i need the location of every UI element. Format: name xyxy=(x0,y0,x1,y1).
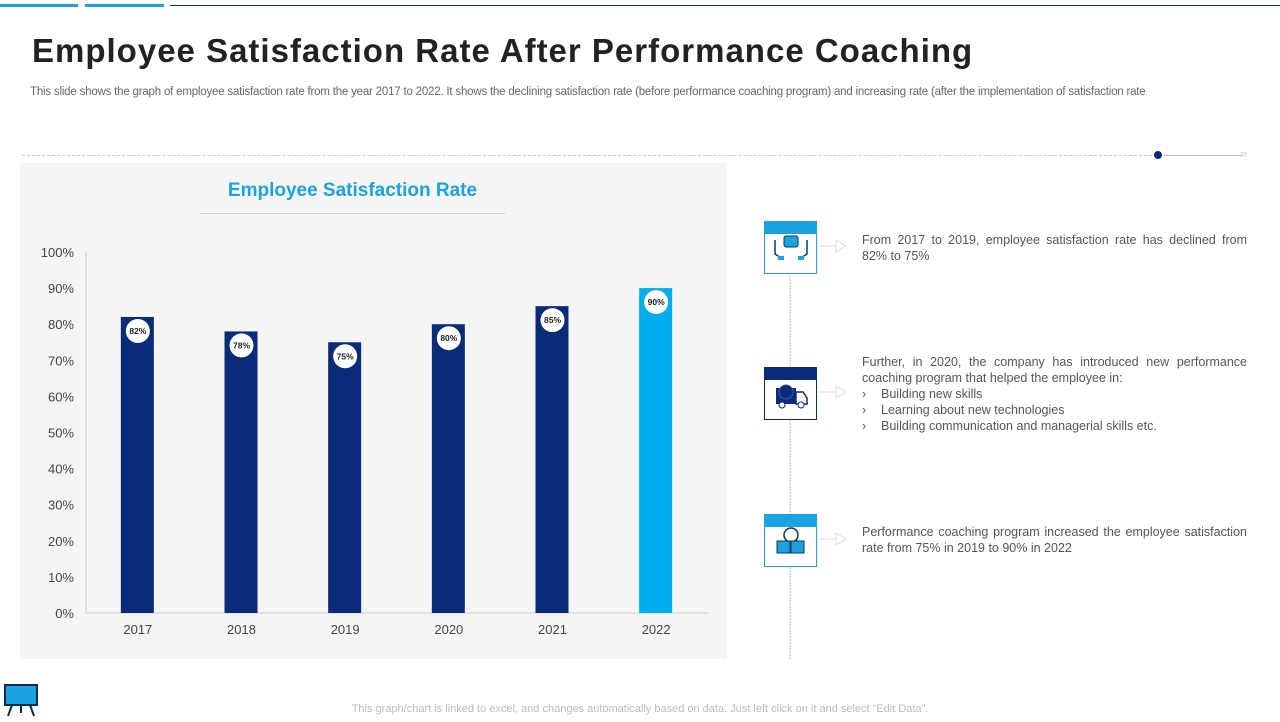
y-tick-label: 30% xyxy=(48,498,74,513)
data-label-bubble xyxy=(229,333,254,358)
y-tick-label: 80% xyxy=(48,317,74,332)
top-rule xyxy=(170,5,1280,6)
timeline-arrow-icon xyxy=(818,385,848,399)
y-tick-label: 10% xyxy=(48,570,74,585)
y-tick-label: 100% xyxy=(41,245,75,260)
timeline-text: Further, in 2020, the company has introd… xyxy=(862,354,1247,434)
timeline-text: From 2017 to 2019, employee satisfaction… xyxy=(862,232,1247,264)
data-label-bubble xyxy=(436,326,461,351)
x-tick-label: 2019 xyxy=(331,622,360,637)
data-label: 90% xyxy=(648,297,665,307)
y-tick-label: 60% xyxy=(48,389,74,404)
hands-box-icon xyxy=(774,235,808,260)
bullet-item: Building new skills xyxy=(862,386,1247,402)
data-label: 78% xyxy=(233,340,250,350)
bar-chart: 0% 10% 20% 30% 40% 50% 60% 70% 80% 90% 100% 82% 2017… xyxy=(41,245,708,637)
data-label: 80% xyxy=(440,333,457,343)
x-tick-label: 2022 xyxy=(642,622,671,637)
chart-title-underline xyxy=(200,213,505,214)
timeline-text: Performance coaching program increased t… xyxy=(862,524,1247,556)
timeline-arrow-icon xyxy=(818,532,848,546)
y-tick-label: 40% xyxy=(48,462,74,477)
chart-title: Employee Satisfaction Rate xyxy=(227,180,478,201)
bar xyxy=(224,331,258,613)
timeline-description: Further, in 2020, the company has introd… xyxy=(862,355,1247,385)
timeline-box-header xyxy=(764,221,817,234)
timeline-description: Performance coaching program increased t… xyxy=(862,525,1247,555)
footer-note: This graph/chart is linked to excel, and… xyxy=(351,703,929,715)
top-accent-bar-1 xyxy=(0,4,78,7)
y-tick-label: 50% xyxy=(48,426,74,441)
x-tick-label: 2018 xyxy=(227,622,256,637)
timeline-box-header xyxy=(764,367,817,380)
delivery-truck-clock-icon xyxy=(776,384,808,409)
divider-line xyxy=(1164,155,1242,156)
bullet-item: Learning about new technologies xyxy=(862,402,1247,418)
bar xyxy=(328,342,362,613)
data-label: 85% xyxy=(544,315,561,325)
bar xyxy=(120,316,154,613)
y-tick-label: 20% xyxy=(48,534,74,549)
data-label-bubble xyxy=(540,308,565,333)
data-label-bubble xyxy=(644,290,669,315)
timeline-description: From 2017 to 2019, employee satisfaction… xyxy=(862,233,1247,263)
bullet-list: Building new skillsLearning about new te… xyxy=(862,386,1247,434)
data-label: 82% xyxy=(129,326,146,336)
bullet-item: Building communication and managerial sk… xyxy=(862,418,1247,434)
timeline-line xyxy=(789,234,791,660)
timeline-icon-box xyxy=(764,367,817,420)
y-tick-label: 90% xyxy=(48,281,74,296)
data-label-bubble xyxy=(333,344,358,369)
data-label-bubble xyxy=(125,318,150,343)
timeline-icon-box xyxy=(764,221,817,274)
dashed-divider xyxy=(22,155,1152,156)
alarm-clock-boxes-icon xyxy=(776,527,805,554)
x-tick-label: 2021 xyxy=(538,622,567,637)
x-tick-label: 2020 xyxy=(434,622,463,637)
top-accent-bar-2 xyxy=(85,4,164,7)
timeline-icon-box xyxy=(764,514,817,567)
y-tick-label: 70% xyxy=(48,353,74,368)
timeline-box-header xyxy=(764,514,817,527)
page-title: Employee Satisfaction Rate After Perform… xyxy=(32,32,974,69)
data-label: 75% xyxy=(337,351,354,361)
divider-arrow-icon: » xyxy=(1240,146,1248,161)
timeline-arrow-icon xyxy=(818,239,848,253)
x-tick-label: 2017 xyxy=(123,622,152,637)
divider-dot xyxy=(1154,151,1162,159)
bar xyxy=(639,288,673,613)
bar xyxy=(431,324,465,613)
bar xyxy=(535,306,569,613)
page-subtitle: This slide shows the graph of employee s… xyxy=(30,86,1146,98)
y-tick-label: 0% xyxy=(55,606,74,621)
presentation-board-icon xyxy=(4,683,38,717)
